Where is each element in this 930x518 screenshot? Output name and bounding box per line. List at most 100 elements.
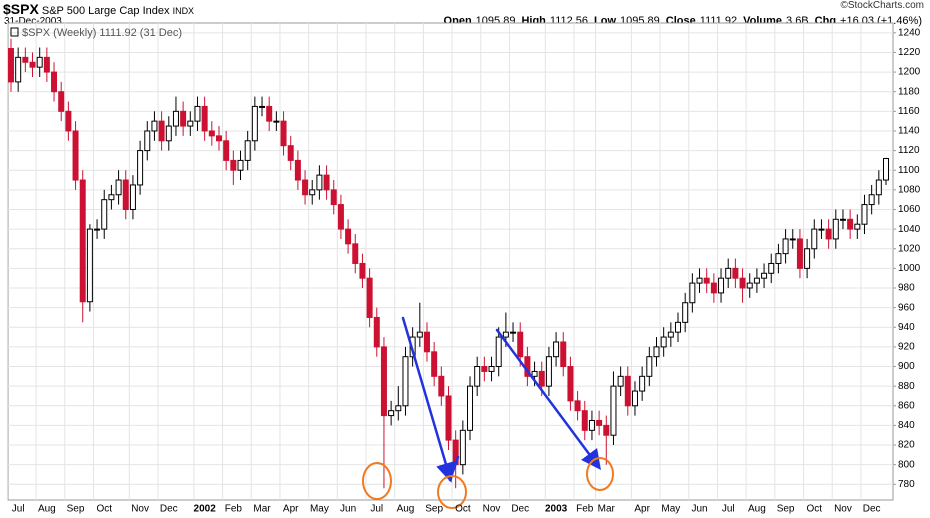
credit: ©StockCharts.com [840, 0, 924, 11]
candle-body [481, 366, 488, 372]
x-tick-label: Oct [96, 504, 112, 515]
candle-body [660, 336, 667, 348]
candle-body [86, 228, 93, 303]
candle-body [180, 110, 187, 127]
candle-body [36, 56, 43, 68]
x-tick-label: Aug [38, 504, 56, 515]
candle-body [467, 385, 474, 431]
y-tick-label: 1180 [898, 86, 920, 97]
x-tick-label: Mar [253, 504, 271, 515]
annotations [362, 316, 614, 509]
x-tick-label: Mar [598, 504, 616, 515]
candle-body [352, 243, 359, 264]
x-tick-label: Jun [340, 504, 356, 515]
candle-body [402, 356, 409, 407]
candle-body [280, 120, 287, 147]
y-tick-label: 1040 [898, 224, 921, 235]
candle-body [646, 356, 653, 377]
y-tick-label: 860 [898, 400, 915, 411]
candle-body [804, 248, 811, 269]
circle [362, 462, 392, 500]
candle-body [775, 253, 782, 264]
candle-body [29, 61, 36, 68]
candle-body [825, 228, 832, 240]
x-tick-label: Oct [806, 504, 822, 515]
candle-body [624, 375, 631, 407]
candle-body [653, 346, 660, 358]
candle-body [144, 130, 151, 152]
candle-body [474, 366, 481, 387]
y-tick-label: 900 [898, 361, 915, 372]
candle-body [251, 105, 258, 142]
symbol: $SPX [3, 1, 39, 17]
y-tick-label: 1020 [898, 243, 921, 254]
x-tick-label: May [661, 504, 680, 515]
x-tick-label: Nov [834, 504, 852, 515]
candle-body [861, 204, 868, 225]
candle-body [854, 223, 861, 230]
y-tick-label: 1120 [898, 145, 920, 156]
candle-body [337, 204, 344, 230]
candle-body [703, 277, 710, 284]
candle-body [510, 331, 517, 334]
x-tick-label: Aug [397, 504, 415, 515]
candle-body [137, 150, 144, 186]
x-tick-label: Dec [160, 504, 178, 515]
candle-body [610, 385, 617, 436]
y-tick-label: 880 [898, 381, 915, 392]
y-tick-label: 1140 [898, 126, 920, 137]
x-tick-label: Sep [777, 504, 795, 515]
candle-body [215, 135, 222, 142]
circle [586, 457, 614, 491]
candle-body [488, 366, 495, 372]
candle-body [330, 189, 337, 206]
candle-body [761, 272, 768, 279]
y-tick-label: 840 [898, 420, 915, 431]
y-tick-label: 1080 [898, 184, 921, 195]
candle-body [208, 130, 215, 137]
candle-body [495, 336, 502, 368]
candle-body [538, 370, 545, 387]
candle-body [79, 179, 86, 303]
candle-body [380, 346, 387, 417]
candle-body [395, 405, 402, 412]
y-tick-label: 980 [898, 283, 915, 294]
candle-body [531, 370, 538, 377]
candle-body [58, 91, 65, 112]
x-tick-label: Jul [370, 504, 383, 515]
y-tick-label: 1100 [898, 165, 920, 176]
x-tick-label: 2002 [194, 504, 217, 515]
candle-body [22, 56, 29, 63]
candle-body [172, 110, 179, 127]
candle-body [187, 120, 194, 127]
candle-body [696, 277, 703, 284]
candle-body [151, 120, 158, 132]
candle-body [883, 158, 889, 181]
candle-body [832, 218, 839, 240]
exchange: INDX [172, 6, 195, 16]
candle-body [72, 130, 79, 181]
candle-body [165, 125, 172, 142]
x-tick-label: Sep [425, 504, 443, 515]
candle-body [875, 179, 882, 196]
candle-body [158, 120, 165, 142]
header-left: $SPX S&P 500 Large Cap Index INDX [3, 1, 194, 17]
candle-body [423, 331, 430, 353]
candle-body [639, 375, 646, 392]
x-tick-label: Apr [283, 504, 299, 515]
candle-body [560, 341, 567, 368]
candle-body [603, 424, 610, 436]
candles [8, 38, 889, 489]
candle-body [259, 105, 266, 108]
x-tick-label: Nov [131, 504, 149, 515]
candle-body [431, 351, 438, 377]
candle-body [689, 282, 696, 304]
y-tick-label: 920 [898, 342, 915, 353]
candle-body [631, 390, 638, 407]
y-tick-label: 1060 [898, 204, 921, 215]
candle-body [8, 48, 14, 83]
candle-body [574, 400, 581, 412]
candle-body [237, 159, 244, 171]
